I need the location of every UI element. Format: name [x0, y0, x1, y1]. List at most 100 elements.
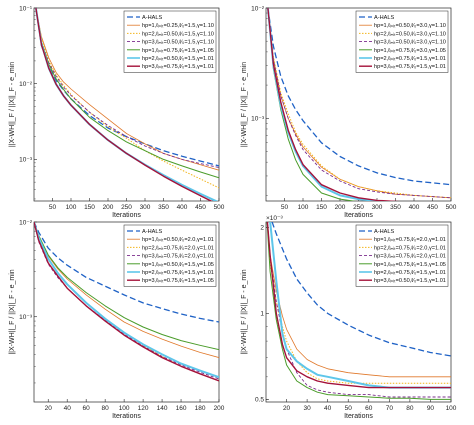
series-line-0	[271, 222, 451, 357]
x-axis-label: Iterations	[112, 212, 141, 219]
series-line-4	[267, 8, 357, 201]
x-tick-label: 450	[427, 204, 438, 211]
legend-entry: hp=3,ℓᵢₙᵢₜ=0.75,ℓ⁄₀=2.0,γ=1.01	[374, 254, 446, 260]
series-line-5	[34, 222, 219, 379]
legend: A-HALS hp=1,ℓᵢₙᵢₜ=0.25,ℓ⁄₀=1.5,γ=1.10 hp=2…	[123, 10, 217, 73]
x-tick-label: 300	[140, 204, 151, 211]
y-axis-label: ||X-WH||_F / ||X||_F - e_min	[241, 269, 248, 354]
x-tick-label: 60	[365, 405, 373, 412]
x-axis-label: Iterations	[344, 212, 373, 219]
x-tick-label: 100	[446, 405, 457, 412]
x-tick-label: 160	[176, 405, 187, 412]
legend-entry: hp=2,ℓᵢₙᵢₜ=0.75,ℓ⁄₀=1.5,γ=1.01	[374, 270, 446, 276]
y-tick-label: 10⁻³	[251, 116, 265, 123]
legend-entry: hp=2,ℓᵢₙᵢₜ=0.75,ℓ⁄₀=2.0,γ=1.01	[142, 245, 214, 251]
x-tick-label: 200	[103, 204, 114, 211]
legend-entry: hp=3,ℓᵢₙᵢₜ=0.50,ℓ⁄₀=3.0,γ=1.10	[374, 40, 446, 46]
legend-entry: hp=2,ℓᵢₙᵢₜ=0.50,ℓ⁄₀=1.5,γ=1.10	[142, 31, 214, 37]
x-tick-label: 60	[83, 405, 91, 412]
x-tick-label: 500	[214, 204, 225, 211]
x-tick-label: 90	[427, 405, 435, 412]
y-axis-label: ||X-WH||_F / ||X||_F - e_min	[241, 62, 248, 147]
legend-entry: hp=3,ℓᵢₙᵢₜ=0.50,ℓ⁄₀=1.5,γ=1.10	[142, 40, 214, 46]
x-tick-label: 500	[446, 204, 457, 211]
y-tick-label: 2	[260, 225, 264, 232]
x-tick-label: 180	[195, 405, 206, 412]
legend-entry: hp=1,ℓᵢₙᵢₜ=0.75,ℓ⁄₀=2.0,γ=1.01	[374, 237, 446, 243]
legend-entry: hp=3,ℓᵢₙᵢₜ=0.75,ℓ⁄₀=1.5,γ=1.05	[142, 278, 214, 284]
series-line-3	[266, 222, 451, 398]
legend-entry: A-HALS	[374, 15, 394, 21]
legend-entry: A-HALS	[142, 229, 162, 235]
x-tick-label: 80	[406, 405, 414, 412]
x-tick-label: 140	[157, 405, 168, 412]
x-tick-label: 350	[158, 204, 169, 211]
series-line-6	[34, 222, 219, 382]
y-tick-label: 10⁻²	[19, 81, 33, 88]
x-tick-label: 400	[409, 204, 420, 211]
x-tick-label: 350	[390, 204, 401, 211]
legend-entry: hp=1,ℓᵢₙᵢₜ=0.75,ℓ⁄₀=1.5,γ=1.05	[142, 48, 214, 54]
y-exponent-label: ×10⁻³	[266, 215, 283, 222]
series-line-0	[34, 222, 219, 323]
x-tick-label: 250	[121, 204, 132, 211]
legend-entry: hp=1,ℓᵢₙᵢₜ=0.25,ℓ⁄₀=1.5,γ=1.10	[142, 23, 214, 29]
legend: A-HALS hp=1,ℓᵢₙᵢₜ=0.50,ℓ⁄₀=3.0,γ=1.10 hp=2…	[355, 10, 449, 73]
x-tick-label: 450	[195, 204, 206, 211]
x-tick-label: 120	[138, 405, 149, 412]
legend-entry: hp=1,ℓᵢₙᵢₜ=0.50,ℓ⁄₀=1.5,γ=1.05	[142, 262, 214, 268]
legend: A-HALS hp=1,ℓᵢₙᵢₜ=0.75,ℓ⁄₀=2.0,γ=1.01 hp=2…	[355, 224, 449, 287]
x-tick-label: 100	[66, 204, 77, 211]
legend-entry: hp=1,ℓᵢₙᵢₜ=0.75,ℓ⁄₀=3.0,γ=1.05	[374, 48, 446, 54]
legend-entry: A-HALS	[374, 229, 394, 235]
y-tick-label: 10⁻²	[251, 5, 265, 12]
chart-panel-2: 50 100 150 200 250 300 350 400 450 500 10⁻² 10⁻³ Ite…	[241, 5, 457, 219]
legend-entry: hp=2,ℓᵢₙᵢₜ=0.50,ℓ⁄₀=3.0,γ=1.10	[374, 31, 446, 37]
legend-entry: hp=2,ℓᵢₙᵢₜ=0.75,ℓ⁄₀=1.5,γ=1.01	[374, 56, 446, 62]
y-axis-label: ||X-WH||_F / ||X||_F - e_min	[9, 62, 16, 147]
series-line-4	[35, 8, 219, 179]
series-line-2	[35, 8, 219, 189]
x-tick-label: 400	[177, 204, 188, 211]
y-tick-label: 10⁻²	[19, 219, 33, 226]
x-tick-label: 150	[316, 204, 327, 211]
y-tick-label: 10⁻³	[19, 314, 33, 321]
series-line-4	[34, 222, 219, 351]
series-line-4	[266, 222, 451, 400]
legend: A-HALS hp=1,ℓᵢₙᵢₜ=0.50,ℓ⁄₀=2.0,γ=1.01 hp=2…	[123, 224, 217, 287]
x-tick-label: 50	[49, 204, 57, 211]
x-axis-label: Iterations	[112, 413, 141, 420]
y-axis-label: ||X-WH||_F / ||X||_F - e_min	[9, 269, 16, 354]
legend-entry: hp=1,ℓᵢₙᵢₜ=0.75,ℓ⁄₀=1.5,γ=1.05	[374, 262, 446, 268]
series-line-3	[35, 8, 219, 168]
x-tick-label: 40	[64, 405, 72, 412]
series-line-6	[267, 8, 401, 201]
x-tick-label: 80	[102, 405, 110, 412]
x-tick-label: 100	[119, 405, 130, 412]
x-tick-label: 20	[45, 405, 53, 412]
legend-entry: hp=1,ℓᵢₙᵢₜ=0.50,ℓ⁄₀=3.0,γ=1.10	[374, 23, 446, 29]
series-line-0	[267, 8, 451, 186]
x-tick-label: 50	[281, 204, 289, 211]
x-tick-label: 20	[283, 405, 291, 412]
y-tick-label: 10⁻³	[19, 157, 33, 164]
series-line-3	[34, 222, 219, 380]
x-tick-label: 50	[345, 405, 353, 412]
series-line-5	[266, 8, 396, 201]
legend-entry: hp=1,ℓᵢₙᵢₜ=0.50,ℓ⁄₀=2.0,γ=1.01	[142, 237, 214, 243]
series-line-0	[35, 8, 219, 167]
series-line-3	[267, 8, 451, 199]
x-tick-label: 70	[386, 405, 394, 412]
x-tick-label: 30	[303, 405, 311, 412]
legend-entry: hp=2,ℓᵢₙᵢₜ=0.50,ℓ⁄₀=1.5,γ=1.01	[142, 56, 214, 62]
series-line-6	[266, 222, 451, 389]
series-line-6	[35, 8, 213, 201]
legend-entry: A-HALS	[142, 15, 162, 21]
series-line-1	[34, 222, 219, 358]
chart-panel-3: 20 40 60 80 100 120 140 160 180 200 10⁻² 10⁻³ Iterat…	[9, 219, 225, 420]
chart-panel-4: 20 30 40 50 60 70 80 90 100 2 1 0.5 ×10⁻³ Iterations |…	[241, 215, 457, 420]
legend-entry: hp=2,ℓᵢₙᵢₜ=0.75,ℓ⁄₀=1.5,γ=1.01	[142, 270, 214, 276]
x-tick-label: 150	[84, 204, 95, 211]
x-tick-label: 200	[335, 204, 346, 211]
chart-panel-1: 50 100 150 200 250 300 350 400 450 500 10⁻¹ 10⁻² 10⁻…	[9, 5, 225, 219]
